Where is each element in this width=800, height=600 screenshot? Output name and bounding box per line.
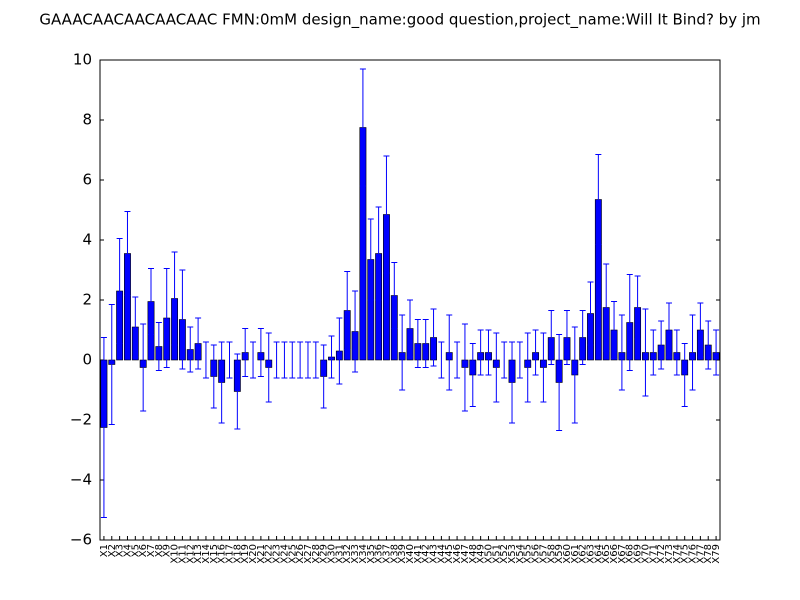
x-tick-label: X42 xyxy=(421,544,432,564)
x-tick-label: X29 xyxy=(319,544,330,564)
x-tick-label: X32 xyxy=(342,544,353,564)
x-tick-label: X66 xyxy=(609,544,620,564)
x-tick-label: X23 xyxy=(272,544,283,564)
y-tick-label: 10 xyxy=(73,51,92,69)
x-tick-label: X68 xyxy=(625,544,636,564)
plot-frame xyxy=(99,59,721,541)
x-tick-label: X5 xyxy=(130,544,141,557)
x-tick-label: X28 xyxy=(311,544,322,564)
x-tick-label: X20 xyxy=(248,544,259,564)
x-tick-label: X10 xyxy=(170,544,181,564)
x-tick-label: X21 xyxy=(256,544,267,564)
x-tick-label: X37 xyxy=(381,544,392,564)
x-tick-label: X48 xyxy=(468,544,479,564)
x-tick-label: X51 xyxy=(491,544,502,564)
y-tick-label: −2 xyxy=(70,411,92,429)
x-tick-label: X11 xyxy=(177,544,188,564)
x-tick-label: X12 xyxy=(185,544,196,564)
x-tick-label: X76 xyxy=(688,544,699,564)
x-tick-label: X45 xyxy=(444,544,455,564)
x-tick-label: X65 xyxy=(601,544,612,564)
x-tick-label: X35 xyxy=(366,544,377,564)
x-tick-label: X24 xyxy=(279,544,290,564)
x-tick-label: X43 xyxy=(429,544,440,564)
x-tick-label: X56 xyxy=(531,544,542,564)
y-tick-label: −4 xyxy=(70,471,92,489)
x-tick-label: X54 xyxy=(515,544,526,564)
x-tick-label: X6 xyxy=(138,544,149,557)
x-tick-label: X71 xyxy=(648,544,659,564)
y-tick-label: 2 xyxy=(82,291,92,309)
x-tick-label: X57 xyxy=(538,544,549,564)
x-tick-label: X44 xyxy=(436,544,447,564)
x-tick-label: X18 xyxy=(232,544,243,564)
x-tick-label: X79 xyxy=(711,544,722,564)
x-tick-label: X78 xyxy=(703,544,714,564)
x-tick-label: X1 xyxy=(99,544,110,557)
x-tick-label: X13 xyxy=(193,544,204,564)
x-tick-label: X31 xyxy=(334,544,345,564)
x-tick-label: X52 xyxy=(499,544,510,564)
x-tick-label: X74 xyxy=(672,544,683,564)
x-tick-label: X17 xyxy=(224,544,235,564)
x-tick-label: X40 xyxy=(405,544,416,564)
x-tick-label: X73 xyxy=(664,544,675,564)
x-tick-label: X50 xyxy=(483,544,494,564)
x-tick-label: X62 xyxy=(578,544,589,564)
x-tick-label: X46 xyxy=(452,544,463,564)
x-tick-label: X69 xyxy=(633,544,644,564)
x-tick-label: X41 xyxy=(413,544,424,564)
y-tick-label: 4 xyxy=(82,231,92,249)
x-tick-label: X53 xyxy=(507,544,518,564)
x-tick-label: X26 xyxy=(295,544,306,564)
x-tick-label: X47 xyxy=(460,544,471,564)
y-tick-label: 6 xyxy=(82,171,92,189)
x-tick-label: X49 xyxy=(476,544,487,564)
x-tick-label: X30 xyxy=(327,544,338,564)
x-tick-label: X9 xyxy=(162,544,173,557)
x-tick-label: X36 xyxy=(374,544,385,564)
x-tick-label: X8 xyxy=(154,544,165,557)
x-tick-label: X19 xyxy=(240,544,251,564)
x-tick-label: X77 xyxy=(695,544,706,564)
x-tick-label: X34 xyxy=(358,544,369,564)
y-tick-label: −6 xyxy=(70,531,92,549)
x-tick-label: X39 xyxy=(397,544,408,564)
x-tick-label: X67 xyxy=(617,544,628,564)
x-tick-label: X3 xyxy=(115,544,126,557)
x-tick-label: X15 xyxy=(209,544,220,564)
x-tick-label: X75 xyxy=(680,544,691,564)
x-tick-label: X33 xyxy=(350,544,361,564)
x-tick-label: X60 xyxy=(562,544,573,564)
x-tick-label: X63 xyxy=(586,544,597,564)
x-tick-label: X64 xyxy=(593,544,604,564)
x-tick-label: X27 xyxy=(303,544,314,564)
x-tick-label: X16 xyxy=(217,544,228,564)
x-tick-label: X59 xyxy=(554,544,565,564)
x-tick-label: X7 xyxy=(146,544,157,557)
x-tick-label: X61 xyxy=(570,544,581,564)
x-tick-label: X22 xyxy=(264,544,275,564)
y-tick-label: 8 xyxy=(82,111,92,129)
y-tick-label: 0 xyxy=(82,351,92,369)
x-tick-label: X58 xyxy=(546,544,557,564)
x-tick-label: X70 xyxy=(640,544,651,564)
x-tick-label: X72 xyxy=(656,544,667,564)
x-tick-label: X4 xyxy=(122,544,133,557)
x-tick-label: X14 xyxy=(201,544,212,564)
x-tick-label: X25 xyxy=(287,544,298,564)
x-tick-label: X38 xyxy=(389,544,400,564)
chart-title: GAAACAACAACAACAAC FMN:0mM design_name:go… xyxy=(39,11,760,30)
x-tick-label: X55 xyxy=(523,544,534,564)
x-tick-label: X2 xyxy=(107,544,118,557)
